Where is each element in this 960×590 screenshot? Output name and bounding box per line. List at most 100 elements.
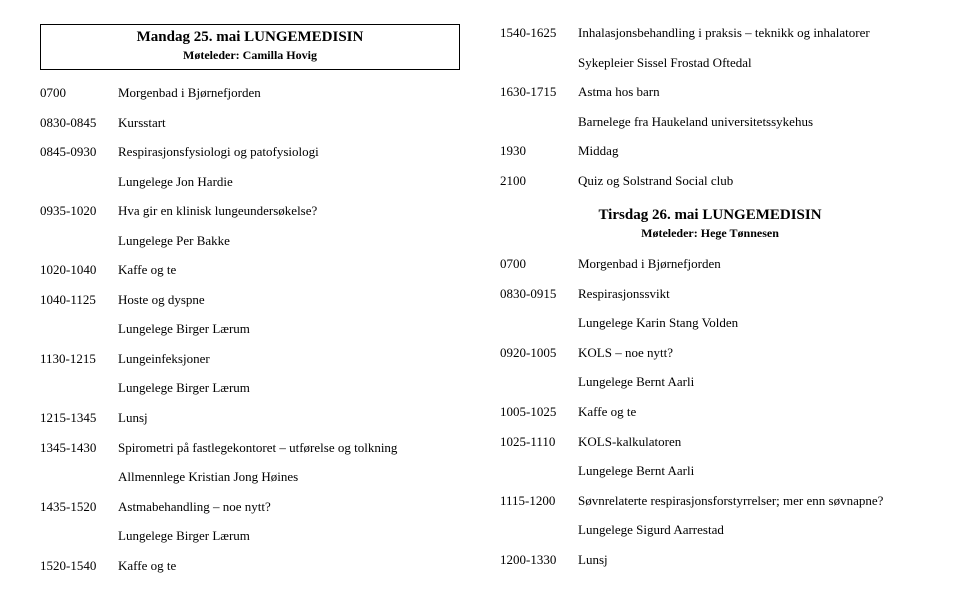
desc-cell: Middag — [578, 142, 920, 160]
schedule-row: 1130-1215Lungeinfeksjoner — [40, 350, 460, 368]
schedule-row: 1005-1025Kaffe og te — [500, 403, 920, 421]
desc-cell: Lungelege Birger Lærum — [118, 320, 460, 338]
schedule-row: Barnelege fra Haukeland universitetssyke… — [500, 113, 920, 131]
desc-cell: Lunsj — [578, 551, 920, 569]
time-cell: 0935-1020 — [40, 202, 118, 220]
time-cell: 1130-1215 — [40, 350, 118, 368]
desc-cell: Søvnrelaterte respirasjonsforstyrrelser;… — [578, 492, 920, 510]
time-cell: 1020-1040 — [40, 261, 118, 279]
desc-cell: Hoste og dyspne — [118, 291, 460, 309]
desc-cell: Kaffe og te — [578, 403, 920, 421]
time-cell: 1540-1625 — [500, 24, 578, 42]
schedule-row: 1345-1430Spirometri på fastlegekontoret … — [40, 439, 460, 457]
time-cell — [500, 462, 578, 480]
time-cell: 1630-1715 — [500, 83, 578, 101]
desc-cell: Quiz og Solstrand Social club — [578, 172, 920, 190]
time-cell: 1200-1330 — [500, 551, 578, 569]
time-cell — [40, 173, 118, 191]
desc-cell: Astmabehandling – noe nytt? — [118, 498, 460, 516]
time-cell: 1115-1200 — [500, 492, 578, 510]
desc-cell: Lungelege Birger Lærum — [118, 379, 460, 397]
time-cell: 1435-1520 — [40, 498, 118, 516]
schedule-row: Lungelege Birger Lærum — [40, 379, 460, 397]
desc-cell: Barnelege fra Haukeland universitetssyke… — [578, 113, 920, 131]
schedule-row: Lungelege Birger Lærum — [40, 527, 460, 545]
desc-cell: Respirasjonssvikt — [578, 285, 920, 303]
left-header-title: Mandag 25. mai LUNGEMEDISIN — [51, 29, 449, 46]
schedule-row: 0920-1005KOLS – noe nytt? — [500, 344, 920, 362]
left-header-box: Mandag 25. mai LUNGEMEDISIN Møteleder: C… — [40, 24, 460, 70]
desc-cell: Lungelege Sigurd Aarrestad — [578, 521, 920, 539]
time-cell — [40, 468, 118, 486]
desc-cell: Inhalasjonsbehandling i praksis – teknik… — [578, 24, 920, 42]
desc-cell: KOLS – noe nytt? — [578, 344, 920, 362]
time-cell: 0700 — [40, 84, 118, 102]
schedule-row: 0845-0930Respirasjonsfysiologi og patofy… — [40, 143, 460, 161]
schedule-row: 1520-1540Kaffe og te — [40, 557, 460, 575]
time-cell: 0830-0845 — [40, 114, 118, 132]
desc-cell: Morgenbad i Bjørnefjorden — [578, 255, 920, 273]
schedule-row: Lungelege Sigurd Aarrestad — [500, 521, 920, 539]
schedule-row: 0935-1020Hva gir en klinisk lungeundersø… — [40, 202, 460, 220]
time-cell: 1040-1125 — [40, 291, 118, 309]
desc-cell: Lungelege Jon Hardie — [118, 173, 460, 191]
desc-cell: Lungelege Karin Stang Volden — [578, 314, 920, 332]
desc-cell: Lungelege Per Bakke — [118, 232, 460, 250]
desc-cell: Hva gir en klinisk lungeundersøkelse? — [118, 202, 460, 220]
schedule-row: 1115-1200Søvnrelaterte respirasjonsforst… — [500, 492, 920, 510]
left-column: Mandag 25. mai LUNGEMEDISIN Møteleder: C… — [40, 24, 460, 586]
schedule-row: Lungelege Jon Hardie — [40, 173, 460, 191]
time-cell: 1930 — [500, 142, 578, 160]
time-cell: 0920-1005 — [500, 344, 578, 362]
schedule-row: 1020-1040Kaffe og te — [40, 261, 460, 279]
desc-cell: Lunsj — [118, 409, 460, 427]
schedule-row: Lungelege Bernt Aarli — [500, 373, 920, 391]
time-cell — [500, 373, 578, 391]
schedule-row: 2100Quiz og Solstrand Social club — [500, 172, 920, 190]
schedule-row: Sykepleier Sissel Frostad Oftedal — [500, 54, 920, 72]
time-cell: 1025-1110 — [500, 433, 578, 451]
schedule-row: Lungelege Karin Stang Volden — [500, 314, 920, 332]
schedule-row: 1540-1625Inhalasjonsbehandling i praksis… — [500, 24, 920, 42]
time-cell: 0845-0930 — [40, 143, 118, 161]
time-cell — [500, 54, 578, 72]
time-cell — [500, 113, 578, 131]
desc-cell: Spirometri på fastlegekontoret – utførel… — [118, 439, 460, 457]
schedule-row: 1215-1345Lunsj — [40, 409, 460, 427]
schedule-row: 1040-1125Hoste og dyspne — [40, 291, 460, 309]
right-header-sub: Møteleder: Hege Tønnesen — [500, 226, 920, 241]
desc-cell: Kaffe og te — [118, 557, 460, 575]
right-header-box: Tirsdag 26. mai LUNGEMEDISIN Møteleder: … — [500, 207, 920, 241]
page: Mandag 25. mai LUNGEMEDISIN Møteleder: C… — [40, 24, 920, 586]
schedule-row: Lungelege Birger Lærum — [40, 320, 460, 338]
time-cell: 1005-1025 — [500, 403, 578, 421]
schedule-row: 1200-1330Lunsj — [500, 551, 920, 569]
left-header-sub: Møteleder: Camilla Hovig — [51, 48, 449, 63]
time-cell: 0700 — [500, 255, 578, 273]
desc-cell: Kaffe og te — [118, 261, 460, 279]
time-cell — [40, 232, 118, 250]
time-cell: 1215-1345 — [40, 409, 118, 427]
desc-cell: Lungelege Bernt Aarli — [578, 373, 920, 391]
schedule-row: Allmennlege Kristian Jong Høines — [40, 468, 460, 486]
time-cell: 1345-1430 — [40, 439, 118, 457]
desc-cell: Kursstart — [118, 114, 460, 132]
desc-cell: Allmennlege Kristian Jong Høines — [118, 468, 460, 486]
time-cell: 1520-1540 — [40, 557, 118, 575]
desc-cell: Lungelege Bernt Aarli — [578, 462, 920, 480]
schedule-row: 1025-1110 KOLS-kalkulatoren — [500, 433, 920, 451]
schedule-row: Lungelege Bernt Aarli — [500, 462, 920, 480]
time-cell — [500, 314, 578, 332]
desc-cell: Lungeinfeksjoner — [118, 350, 460, 368]
desc-cell: Morgenbad i Bjørnefjorden — [118, 84, 460, 102]
schedule-row: 0700Morgenbad i Bjørnefjorden — [500, 255, 920, 273]
desc-cell: Sykepleier Sissel Frostad Oftedal — [578, 54, 920, 72]
schedule-row: Lungelege Per Bakke — [40, 232, 460, 250]
desc-cell: Respirasjonsfysiologi og patofysiologi — [118, 143, 460, 161]
time-cell — [40, 379, 118, 397]
schedule-row: 0830-0845Kursstart — [40, 114, 460, 132]
schedule-row: 0700Morgenbad i Bjørnefjorden — [40, 84, 460, 102]
time-cell: 0830-0915 — [500, 285, 578, 303]
time-cell: 2100 — [500, 172, 578, 190]
desc-cell: KOLS-kalkulatoren — [578, 433, 920, 451]
